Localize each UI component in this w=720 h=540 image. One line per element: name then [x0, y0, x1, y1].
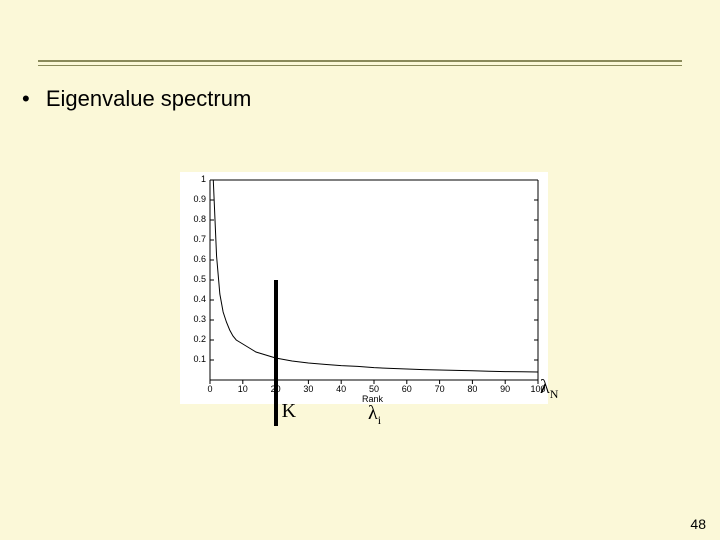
page-number: 48: [690, 516, 706, 532]
bullet-dot: •: [22, 86, 40, 111]
bullet-item: • Eigenvalue spectrum: [22, 86, 251, 112]
annotation-lambda-i: λi: [368, 402, 381, 428]
bullet-text: Eigenvalue spectrum: [46, 86, 251, 111]
annotation-lambda-i-sub: i: [378, 413, 381, 427]
xtick-label: 70: [435, 384, 445, 394]
annotation-lambda-N-base: λ: [540, 376, 550, 398]
xtick-label: 60: [402, 384, 412, 394]
ytick-label: 0.5: [184, 274, 206, 284]
ytick-label: 1: [184, 174, 206, 184]
divider-top: [38, 60, 682, 62]
xtick-label: 30: [303, 384, 313, 394]
annotation-K: K: [282, 400, 296, 423]
ytick-label: 0.6: [184, 254, 206, 264]
ytick-label: 0.4: [184, 294, 206, 304]
eigenvalue-chart: 0.10.20.30.40.50.60.70.80.91 01020304050…: [180, 172, 548, 404]
ytick-label: 0.7: [184, 234, 206, 244]
annotation-lambda-N-sub: N: [550, 387, 559, 401]
annotation-K-text: K: [282, 400, 296, 422]
ytick-label: 0.1: [184, 354, 206, 364]
divider-bottom: [38, 65, 682, 66]
xtick-label: 40: [336, 384, 346, 394]
ytick-label: 0.2: [184, 334, 206, 344]
annotation-lambda-i-base: λ: [368, 402, 378, 424]
xtick-label: 10: [238, 384, 248, 394]
xtick-label: 90: [500, 384, 510, 394]
xtick-label: 0: [207, 384, 212, 394]
ytick-label: 0.8: [184, 214, 206, 224]
xtick-label: 50: [369, 384, 379, 394]
xtick-label: 80: [467, 384, 477, 394]
ytick-label: 0.9: [184, 194, 206, 204]
chart-svg: [180, 172, 548, 404]
k-marker-bar: [274, 280, 278, 426]
annotation-lambda-N: λN: [540, 376, 558, 402]
ytick-label: 0.3: [184, 314, 206, 324]
